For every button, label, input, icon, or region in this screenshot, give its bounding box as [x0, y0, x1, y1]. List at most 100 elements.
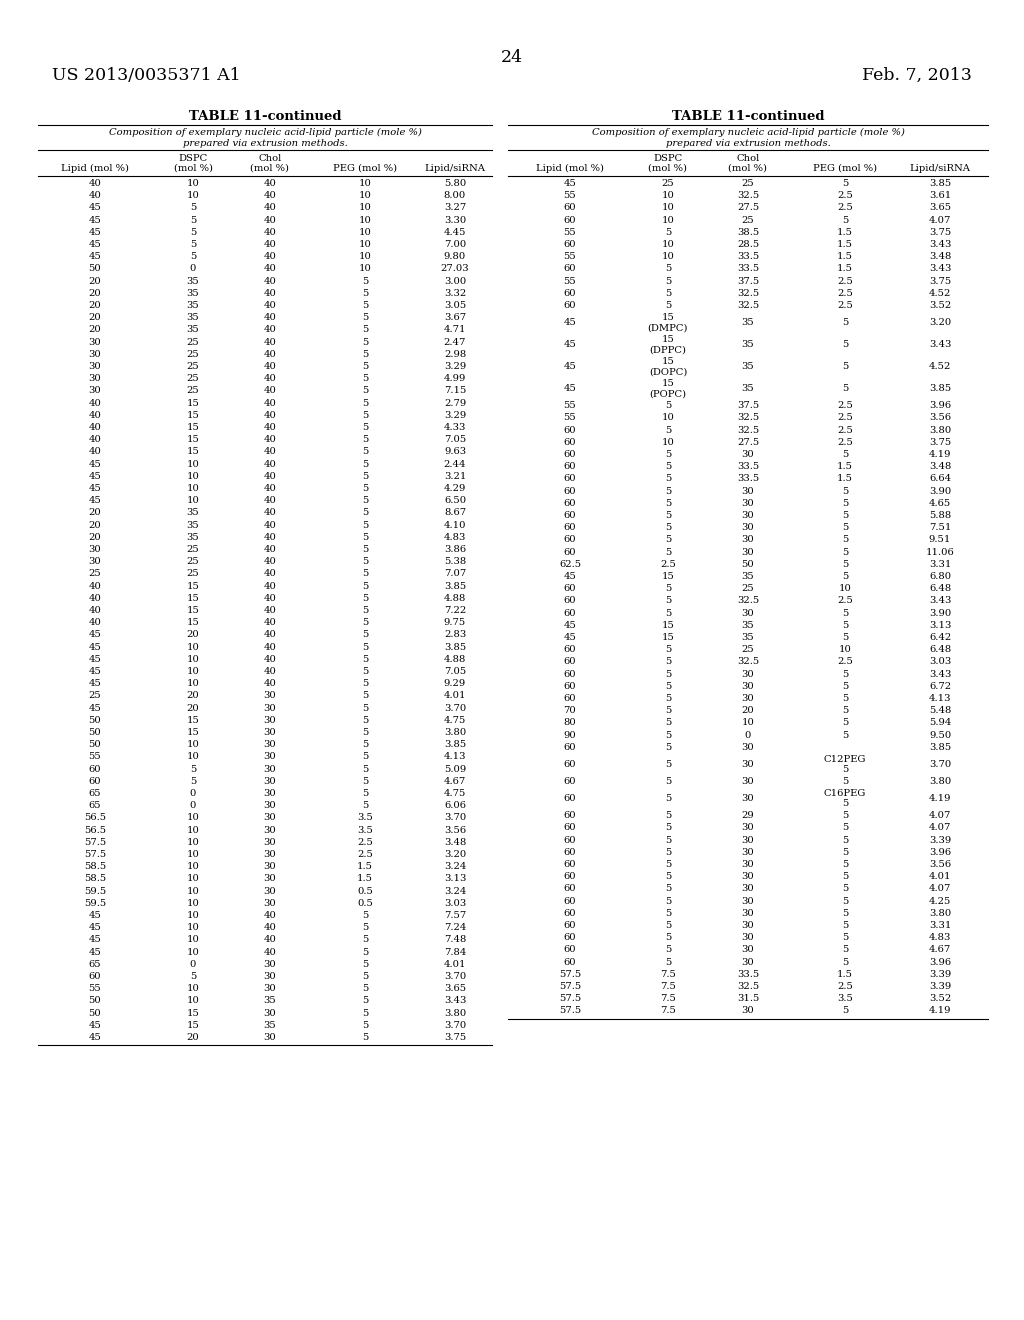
Text: 5: 5 [361, 764, 369, 774]
Text: 5: 5 [361, 313, 369, 322]
Text: 45: 45 [88, 948, 101, 957]
Text: 7.5: 7.5 [660, 994, 676, 1003]
Text: 5: 5 [842, 945, 848, 954]
Text: 2.5: 2.5 [837, 982, 853, 991]
Text: 5: 5 [665, 706, 671, 715]
Text: 32.5: 32.5 [737, 191, 759, 201]
Text: 5: 5 [361, 680, 369, 688]
Text: 5: 5 [361, 399, 369, 408]
Text: 10: 10 [186, 985, 200, 993]
Text: 3.85: 3.85 [443, 582, 466, 590]
Text: 5: 5 [842, 523, 848, 532]
Text: 10: 10 [186, 643, 200, 652]
Text: 40: 40 [263, 484, 276, 492]
Text: 30: 30 [263, 825, 276, 834]
Text: 3.70: 3.70 [443, 972, 466, 981]
Text: 5.48: 5.48 [929, 706, 951, 715]
Text: 58.5: 58.5 [84, 874, 106, 883]
Text: 40: 40 [263, 350, 276, 359]
Text: 5: 5 [189, 972, 197, 981]
Text: 15: 15 [186, 411, 200, 420]
Text: 6.48: 6.48 [929, 645, 951, 655]
Text: 3.65: 3.65 [929, 203, 951, 213]
Text: 60: 60 [563, 203, 577, 213]
Text: 5: 5 [665, 450, 671, 459]
Text: 5: 5 [665, 847, 671, 857]
Text: 5: 5 [665, 777, 671, 785]
Text: 15: 15 [662, 335, 675, 345]
Text: 2.5: 2.5 [837, 597, 853, 606]
Text: 10: 10 [358, 215, 372, 224]
Text: 32.5: 32.5 [737, 425, 759, 434]
Text: 25: 25 [186, 374, 200, 383]
Text: 3.80: 3.80 [929, 425, 951, 434]
Text: 5.88: 5.88 [929, 511, 951, 520]
Text: 3.29: 3.29 [443, 362, 466, 371]
Text: 5: 5 [361, 350, 369, 359]
Text: 57.5: 57.5 [559, 994, 582, 1003]
Text: 5: 5 [189, 764, 197, 774]
Text: 30: 30 [741, 511, 755, 520]
Text: 40: 40 [88, 606, 101, 615]
Text: 10: 10 [186, 180, 200, 187]
Text: 45: 45 [563, 572, 577, 581]
Text: 30: 30 [741, 1006, 755, 1015]
Text: 56.5: 56.5 [84, 825, 106, 834]
Text: 10: 10 [839, 645, 851, 655]
Text: 7.00: 7.00 [443, 240, 466, 249]
Text: 25: 25 [186, 362, 200, 371]
Text: 40: 40 [263, 459, 276, 469]
Text: 5: 5 [665, 487, 671, 495]
Text: 3.70: 3.70 [443, 813, 466, 822]
Text: 3.21: 3.21 [443, 471, 466, 480]
Text: 5: 5 [842, 620, 848, 630]
Text: 50: 50 [89, 729, 101, 737]
Text: 30: 30 [741, 921, 755, 931]
Text: 3.05: 3.05 [443, 301, 466, 310]
Text: 40: 40 [263, 313, 276, 322]
Text: 5: 5 [842, 718, 848, 727]
Text: 3.27: 3.27 [443, 203, 466, 213]
Text: 3.48: 3.48 [929, 252, 951, 261]
Text: 4.10: 4.10 [443, 520, 466, 529]
Text: Lipid/siRNA: Lipid/siRNA [909, 164, 971, 173]
Text: 40: 40 [263, 289, 276, 298]
Text: 30: 30 [263, 764, 276, 774]
Text: 5: 5 [189, 215, 197, 224]
Text: 45: 45 [88, 459, 101, 469]
Text: 40: 40 [263, 387, 276, 396]
Text: 45: 45 [563, 318, 577, 327]
Text: 30: 30 [741, 861, 755, 869]
Text: 60: 60 [89, 764, 101, 774]
Text: 5: 5 [361, 411, 369, 420]
Text: 5: 5 [361, 789, 369, 799]
Text: 40: 40 [88, 594, 101, 603]
Text: 5: 5 [665, 945, 671, 954]
Text: 60: 60 [563, 240, 577, 249]
Text: 0: 0 [189, 789, 197, 799]
Text: 25: 25 [741, 180, 755, 187]
Text: 60: 60 [563, 847, 577, 857]
Text: 4.01: 4.01 [443, 960, 466, 969]
Text: 10: 10 [186, 191, 200, 201]
Text: 3.56: 3.56 [444, 825, 466, 834]
Text: 3.96: 3.96 [929, 401, 951, 411]
Text: 30: 30 [263, 789, 276, 799]
Text: 30: 30 [89, 545, 101, 554]
Text: 40: 40 [263, 180, 276, 187]
Text: 60: 60 [563, 743, 577, 752]
Text: 40: 40 [88, 411, 101, 420]
Text: 1.5: 1.5 [837, 252, 853, 261]
Text: 7.15: 7.15 [443, 387, 466, 396]
Text: 30: 30 [263, 741, 276, 750]
Text: 40: 40 [263, 362, 276, 371]
Text: 3.80: 3.80 [443, 729, 466, 737]
Text: 1.5: 1.5 [357, 874, 373, 883]
Text: 15: 15 [186, 399, 200, 408]
Text: 0: 0 [189, 264, 197, 273]
Text: 6.80: 6.80 [929, 572, 951, 581]
Text: 30: 30 [741, 499, 755, 508]
Text: 2.5: 2.5 [837, 203, 853, 213]
Text: 40: 40 [263, 252, 276, 261]
Text: 35: 35 [741, 384, 755, 393]
